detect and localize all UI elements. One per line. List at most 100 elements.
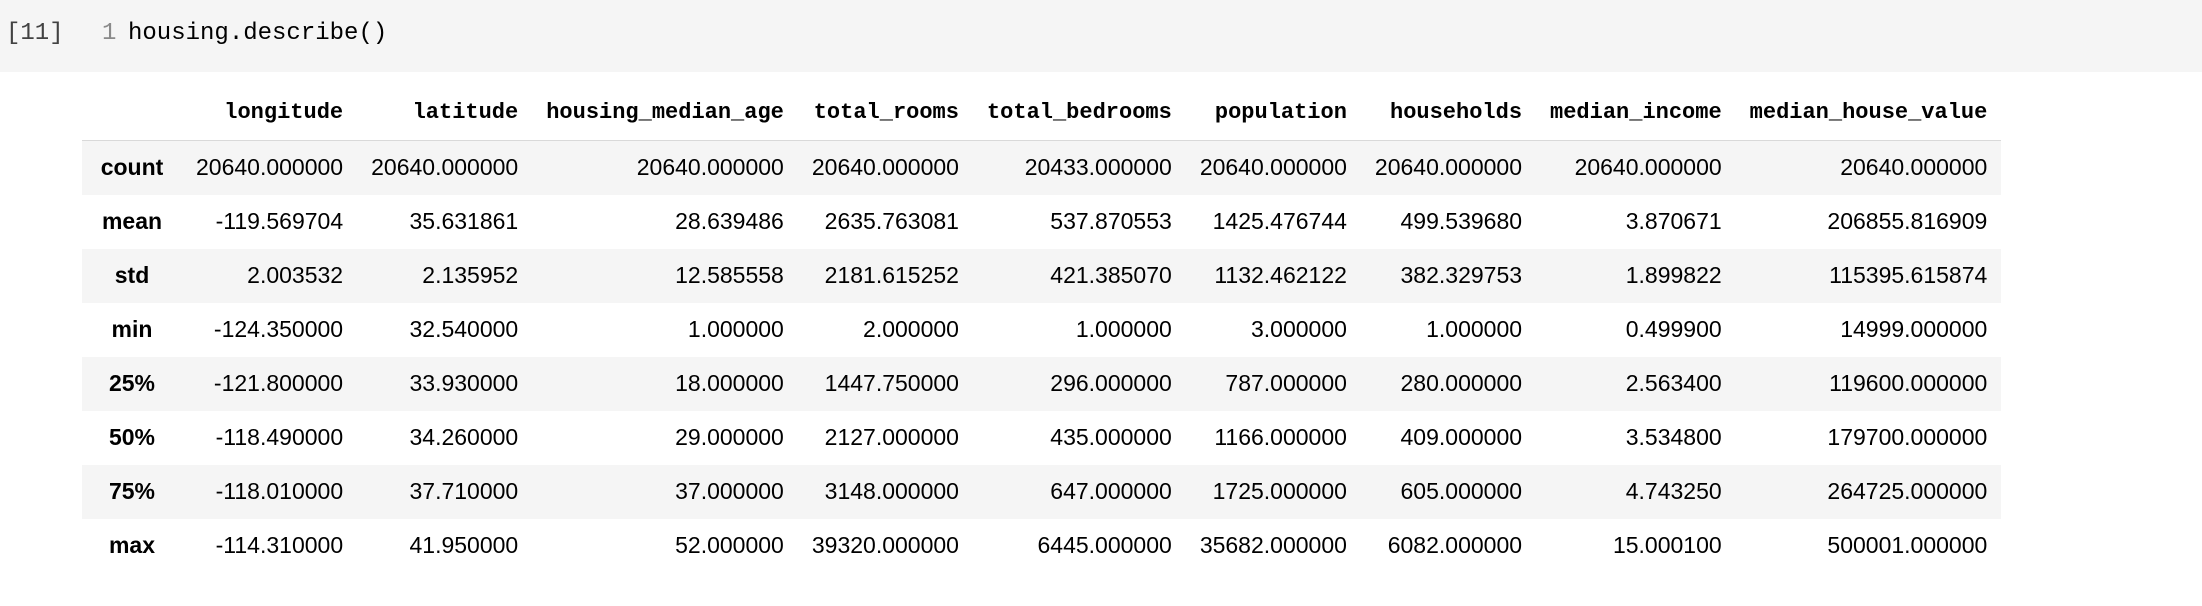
table-cell: 382.329753	[1400, 262, 1523, 288]
column-header: median_income	[1536, 84, 1736, 141]
table-cell: 14999.000000	[1840, 316, 1988, 342]
table-body: count 20640.000000 20640.000000 20640.00000…	[82, 140, 2002, 573]
line-number: 1	[102, 20, 117, 47]
table-cell: 37.710000	[409, 478, 519, 504]
table-cell: 647.000000	[1050, 478, 1172, 504]
table-cell: 605.000000	[1400, 478, 1523, 504]
table-row: min -124.350000 32.540000 1.000000 2.000000 1…	[82, 303, 2001, 357]
table-cell: 32.540000	[409, 316, 519, 342]
table-cell: 29.000000	[675, 424, 784, 450]
table-cell: -114.310000	[215, 532, 344, 558]
table-cell: 20640.000000	[371, 154, 519, 181]
table-cell: 3148.000000	[824, 478, 959, 504]
table-cell: 20640.000000	[1574, 154, 1722, 181]
row-index-label: mean	[101, 208, 163, 234]
table-cell: 3.870671	[1625, 208, 1722, 234]
row-index-label: 25%	[108, 370, 156, 396]
column-header: housing_median_age	[532, 84, 798, 141]
table-cell: 1.899822	[1625, 262, 1722, 288]
code-editor-line[interactable]: housing.describe()	[128, 20, 388, 47]
table-cell: 2.000000	[863, 316, 959, 342]
table-cell: 28.639486	[675, 208, 784, 234]
table-cell: 280.000000	[1400, 370, 1523, 396]
row-index-label: 50%	[108, 424, 156, 450]
table-cell: 12.585558	[675, 262, 784, 288]
column-header: total_bedrooms	[972, 84, 1186, 141]
table-cell: 499.539680	[1400, 208, 1523, 234]
table-cell: 0.499900	[1625, 316, 1722, 342]
table-row: max -114.310000 41.950000 52.000000 39320.00…	[82, 519, 2001, 573]
table-cell: 1425.476744	[1212, 208, 1347, 234]
table-cell: 6445.000000	[1037, 532, 1172, 558]
table-cell: 206855.816909	[1827, 208, 1988, 234]
table-cell: 20640.000000	[1199, 154, 1347, 181]
table-cell: -124.350000	[213, 316, 344, 342]
table-cell: 20640.000000	[636, 154, 784, 181]
row-index-label: std	[114, 262, 150, 288]
table-cell: 2181.615252	[824, 262, 959, 288]
table-cell: 33.930000	[409, 370, 519, 396]
table-cell: 41.950000	[409, 532, 519, 558]
table-cell: 20640.000000	[1374, 154, 1523, 181]
table-cell: 409.000000	[1400, 424, 1523, 450]
table-cell: 18.000000	[675, 370, 784, 396]
table-cell: -118.010000	[215, 478, 344, 504]
table-cell: 39320.000000	[811, 532, 959, 558]
table-cell: 435.000000	[1050, 424, 1172, 450]
table-cell: 15.000100	[1612, 532, 1722, 558]
column-header: population	[1185, 84, 1361, 141]
table-row: std 2.003532 2.135952 12.585558 2181.615252 4…	[82, 248, 2002, 303]
column-header: median_house_value	[1735, 84, 2002, 141]
table-cell: 20640.000000	[811, 154, 959, 181]
table-cell: 1.000000	[687, 316, 784, 342]
table-cell: -118.490000	[215, 424, 344, 450]
table-cell: 3.000000	[1250, 316, 1347, 342]
table-cell: 2.563400	[1625, 370, 1722, 396]
column-header: total_rooms	[797, 84, 973, 141]
table-cell: 20640.000000	[1840, 154, 1988, 181]
table-cell: -121.800000	[213, 370, 344, 396]
table-cell: 264725.000000	[1827, 478, 1988, 504]
table-cell: 500001.000000	[1827, 532, 1988, 558]
table-row: 75% -118.010000 37.710000 37.000000 3148.000…	[82, 464, 2002, 519]
table-cell: 179700.000000	[1827, 424, 1988, 450]
table-cell: 20433.000000	[1024, 154, 1172, 181]
table-cell: 1.000000	[1426, 316, 1523, 342]
table-cell: 1725.000000	[1212, 478, 1347, 504]
table-cell: 2127.000000	[824, 424, 959, 450]
table-cell: 296.000000	[1050, 370, 1172, 396]
table-cell: 1.000000	[1075, 316, 1172, 342]
execution-count: [11]	[6, 20, 64, 47]
column-header: longitude	[182, 84, 358, 141]
column-header: latitude	[357, 84, 533, 141]
table-cell: 119600.000000	[1829, 370, 1988, 396]
table-cell: 4.743250	[1625, 478, 1722, 504]
table-cell: 2.135952	[422, 262, 519, 288]
code-cell-input[interactable]: [11] 1 housing.describe()	[0, 0, 2202, 72]
table-cell: 3.534800	[1625, 424, 1722, 450]
table-cell: 37.000000	[675, 478, 784, 504]
row-index-label: max	[108, 532, 156, 558]
table-cell: 1447.750000	[824, 370, 959, 396]
table-cell: 20640.000000	[196, 154, 344, 181]
index-header	[82, 84, 182, 141]
column-header: households	[1360, 84, 1537, 141]
table-row: 50% -118.490000 34.260000 29.000000 2127.000…	[82, 411, 2001, 465]
row-index-label: count	[100, 154, 164, 181]
dataframe-output-table: longitude latitude housing_median_age total…	[82, 84, 2002, 573]
row-index-label: 75%	[108, 478, 156, 504]
table-cell: 2635.763081	[824, 208, 959, 234]
table-row: mean -119.569704 35.631861 28.639486 2635.76…	[82, 195, 2001, 249]
row-index-label: min	[111, 316, 153, 342]
table-cell: 6082.000000	[1387, 532, 1523, 558]
table-cell: 2.003532	[247, 262, 344, 288]
table-row: count 20640.000000 20640.000000 20640.00000…	[82, 140, 2002, 195]
table-cell: 1132.462122	[1214, 262, 1347, 288]
table-cell: 35682.000000	[1199, 532, 1347, 558]
table-cell: -119.569704	[215, 208, 344, 234]
table-header-row: longitude latitude housing_median_age total…	[82, 84, 2002, 141]
table-cell: 787.000000	[1225, 370, 1347, 396]
table-cell: 537.870553	[1050, 208, 1172, 234]
table-row: 25% -121.800000 33.930000 18.000000 1447.750…	[82, 356, 2002, 411]
table-cell: 1166.000000	[1214, 424, 1347, 450]
